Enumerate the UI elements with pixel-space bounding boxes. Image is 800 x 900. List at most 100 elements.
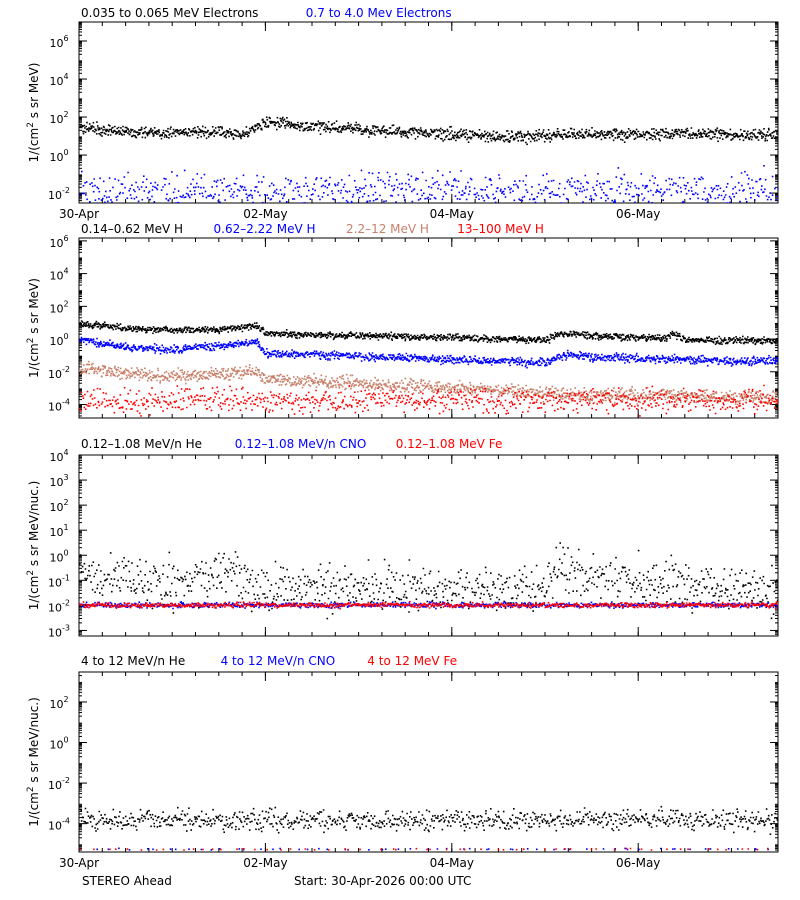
y-tick-label: 104: [49, 448, 68, 464]
y-tick-label: 102: [49, 695, 68, 711]
x-tick-label: 04-May: [430, 856, 474, 870]
y-tick-label: 10-2: [48, 186, 70, 202]
series-marks: [79, 805, 778, 835]
series-points: [79, 320, 778, 346]
y-label-tail: s sr MeV/nuc.): [27, 481, 41, 570]
data-layer: [79, 116, 778, 203]
series-points: [79, 601, 778, 610]
panel-1: 30-Apr 02-May 04-May 06-May10610410210010-2…: [26, 6, 779, 221]
y-tick-label: 106: [49, 34, 68, 50]
y-tick-exponent: 0: [63, 736, 68, 745]
y-tick-label: 10-2: [48, 365, 70, 381]
y-label-main: 1/(cm: [27, 128, 41, 163]
y-tick-base: 10: [49, 501, 63, 514]
y-tick-label: 10-4: [48, 398, 70, 414]
series-points: [79, 847, 769, 851]
legend-entry: 0.14–0.62 MeV H: [81, 222, 183, 236]
y-tick-base: 10: [49, 335, 63, 348]
series-points: [79, 847, 769, 851]
y-tick-base: 10: [49, 37, 63, 50]
y-tick-label: 100: [49, 736, 68, 752]
y-tick-exponent: 4: [63, 448, 68, 457]
series-marks: [79, 336, 778, 369]
legend-entry: 0.7 to 4.0 Mev Electrons: [306, 6, 452, 20]
y-label-tail: s sr MeV/nuc.): [27, 697, 41, 786]
y-tick-exponent: 2: [63, 498, 68, 507]
legend-entry: 0.12–1.08 MeV/n He: [81, 437, 202, 451]
y-label-main: 1/(cm: [27, 792, 41, 827]
y-tick-base: 10: [48, 820, 62, 833]
y-axis-label: 1/(cm2 s sr MeV): [26, 63, 41, 163]
series-points: [79, 336, 778, 369]
x-tick-label: 30-Apr: [59, 207, 99, 221]
y-tick-label: 10-2: [48, 598, 70, 614]
y-axis-label: 1/(cm2 s sr MeV/nuc.): [26, 481, 41, 611]
legend-entry: 4 to 12 MeV Fe: [367, 654, 457, 668]
y-tick-exponent: 2: [63, 299, 68, 308]
legend-entry: 0.12–1.08 MeV/n CNO: [235, 437, 366, 451]
legend-entry: 4 to 12 MeV/n He: [81, 654, 185, 668]
legend-entry: 13–100 MeV H: [457, 222, 544, 236]
y-tick-exponent: 4: [63, 267, 68, 276]
legend-entry: 0.62–2.22 MeV H: [214, 222, 316, 236]
y-tick-base: 10: [48, 576, 62, 589]
y-tick-exponent: 4: [63, 72, 68, 81]
y-tick-exponent: 2: [63, 110, 68, 119]
y-label-main: 1/(cm: [27, 343, 41, 378]
series-marks: [79, 320, 778, 346]
series-marks: [79, 384, 778, 417]
y-tick-exponent: 6: [63, 234, 68, 243]
y-tick-base: 10: [48, 626, 62, 639]
data-layer: [79, 805, 778, 851]
series-points: [79, 805, 778, 835]
y-tick-exponent: -1: [62, 573, 70, 582]
series-marks: [79, 601, 778, 610]
y-tick-base: 10: [48, 401, 62, 414]
y-tick-label: 100: [49, 548, 68, 564]
y-tick-base: 10: [49, 551, 63, 564]
x-tick-label: 06-May: [616, 207, 660, 221]
y-tick-base: 10: [49, 526, 63, 539]
y-tick-label: 103: [49, 473, 68, 489]
legend-entry: 4 to 12 MeV/n CNO: [221, 654, 336, 668]
y-tick-base: 10: [49, 75, 63, 88]
y-tick-exponent: 0: [63, 548, 68, 557]
legend-entry: 0.035 to 0.065 MeV Electrons: [81, 6, 258, 20]
y-label-main: 1/(cm: [27, 576, 41, 611]
y-tick-label: 10-1: [48, 573, 70, 589]
y-label-tail: s sr MeV): [27, 63, 41, 123]
y-tick-exponent: -2: [62, 776, 70, 785]
y-tick-base: 10: [48, 779, 62, 792]
y-tick-label: 106: [49, 234, 68, 250]
y-tick-exponent: -3: [62, 623, 70, 632]
y-tick-base: 10: [49, 739, 63, 752]
y-tick-exponent: 0: [63, 332, 68, 341]
start-time-label: Start: 30-Apr-2026 00:00 UTC: [294, 874, 471, 888]
y-tick-label: 104: [49, 72, 68, 88]
y-tick-exponent: -2: [62, 598, 70, 607]
y-tick-exponent: -4: [62, 817, 70, 826]
y-tick-exponent: -2: [62, 186, 70, 195]
y-tick-base: 10: [49, 270, 63, 283]
y-tick-base: 10: [49, 237, 63, 250]
x-tick-label: 02-May: [243, 856, 287, 870]
data-layer: [79, 542, 778, 620]
legend-entry: 2.2–12 MeV H: [346, 222, 429, 236]
y-tick-label: 102: [49, 498, 68, 514]
data-layer: [79, 320, 778, 417]
y-tick-label: 10-4: [48, 817, 70, 833]
series-marks: [79, 847, 769, 851]
y-tick-label: 102: [49, 299, 68, 315]
y-label-sup: 2: [26, 338, 36, 344]
y-label-sup: 2: [26, 122, 36, 128]
plot-frame: [78, 21, 779, 204]
series-points: [79, 384, 778, 417]
y-tick-base: 10: [48, 368, 62, 381]
y-tick-base: 10: [48, 189, 62, 202]
y-tick-exponent: 1: [63, 523, 68, 532]
y-tick-label: 100: [49, 332, 68, 348]
x-tick-label: 06-May: [616, 856, 660, 870]
y-tick-base: 10: [49, 698, 63, 711]
y-label-sup: 2: [26, 786, 36, 792]
